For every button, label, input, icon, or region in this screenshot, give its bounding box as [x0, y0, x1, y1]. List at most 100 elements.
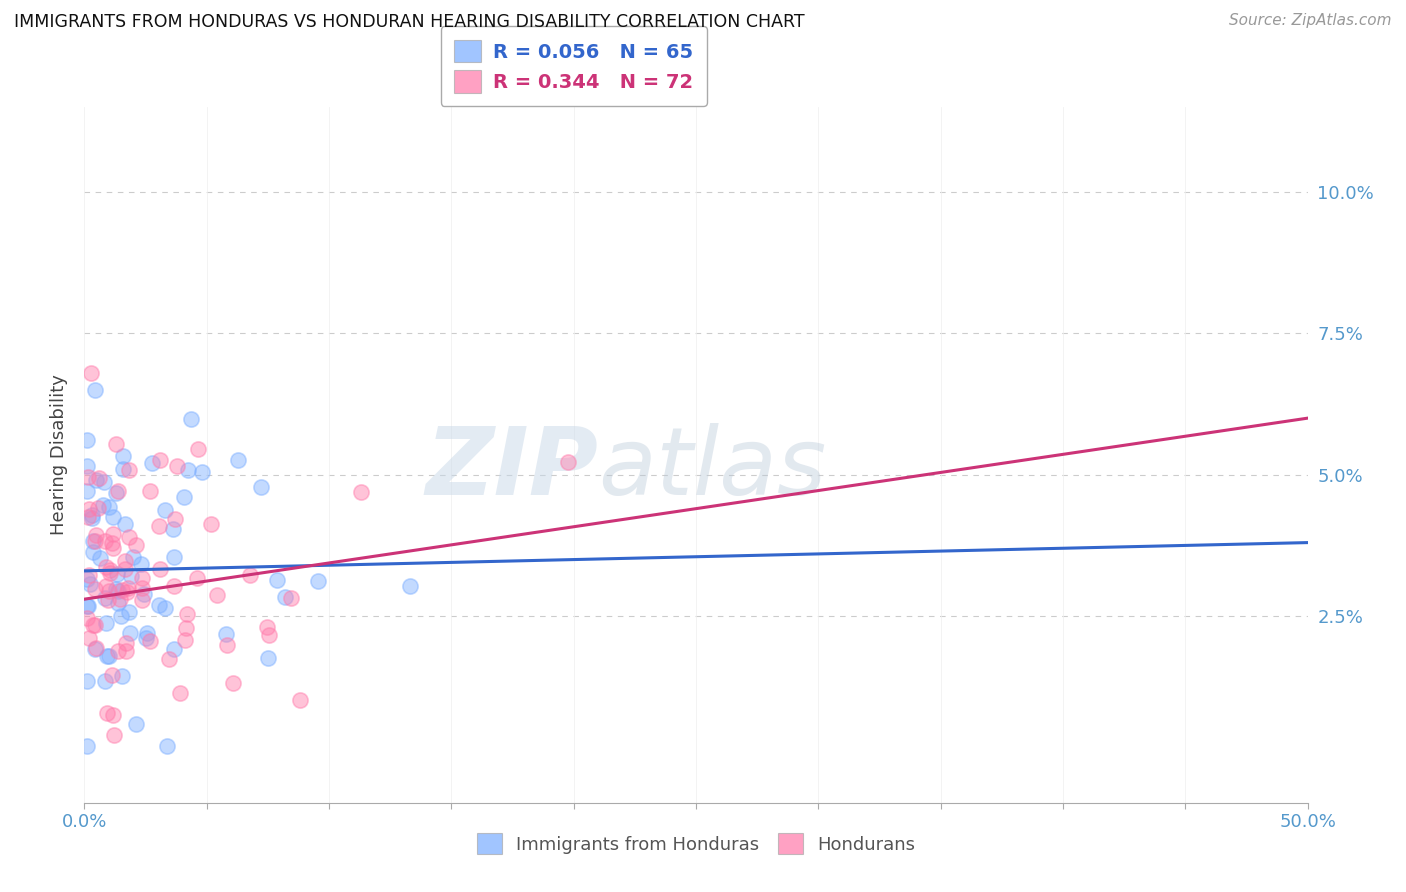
Point	[117, 581, 139, 595]
Point	[166, 458, 188, 473]
Point	[131, 581, 153, 595]
Point	[104, 582, 127, 596]
Point	[96, 560, 118, 574]
Point	[111, 668, 134, 682]
Point	[307, 574, 329, 589]
Point	[350, 485, 373, 500]
Point	[84, 582, 107, 596]
Point	[76, 459, 98, 474]
Text: Source: ZipAtlas.com: Source: ZipAtlas.com	[1229, 13, 1392, 29]
Point	[76, 611, 98, 625]
Point	[84, 533, 107, 548]
Point	[94, 591, 117, 606]
Point	[557, 455, 579, 469]
Point	[148, 599, 170, 613]
Point	[97, 584, 120, 599]
Point	[100, 536, 122, 550]
Point	[107, 583, 129, 598]
Point	[86, 640, 108, 655]
Point	[162, 550, 184, 565]
Point	[110, 608, 132, 623]
Point	[76, 433, 98, 447]
Point	[76, 572, 98, 586]
Point	[105, 566, 128, 581]
Point	[89, 551, 111, 566]
Point	[80, 508, 103, 523]
Point	[174, 632, 197, 647]
Point	[77, 469, 100, 483]
Point	[98, 563, 121, 577]
Point	[108, 591, 131, 606]
Point	[162, 522, 184, 536]
Point	[80, 366, 103, 380]
Point	[97, 593, 120, 607]
Point	[97, 648, 120, 663]
Point	[136, 625, 159, 640]
Point	[117, 584, 139, 599]
Point	[94, 674, 117, 689]
Point	[98, 500, 121, 515]
Point	[131, 557, 153, 571]
Point	[79, 502, 101, 516]
Point	[83, 618, 105, 632]
Point	[114, 562, 136, 576]
Point	[290, 693, 312, 707]
Point	[107, 596, 129, 610]
Point	[80, 511, 103, 525]
Point	[77, 631, 100, 645]
Point	[118, 605, 141, 619]
Point	[118, 463, 141, 477]
Point	[180, 412, 202, 426]
Point	[226, 453, 249, 467]
Point	[96, 706, 118, 721]
Point	[82, 534, 104, 549]
Point	[135, 631, 157, 645]
Point	[190, 465, 212, 479]
Point	[149, 562, 172, 576]
Point	[82, 545, 104, 559]
Point	[153, 601, 176, 615]
Point	[103, 728, 125, 742]
Point	[79, 577, 101, 591]
Point	[105, 437, 128, 451]
Point	[83, 383, 105, 397]
Point	[101, 708, 124, 723]
Point	[76, 739, 98, 754]
Point	[101, 510, 124, 524]
Text: IMMIGRANTS FROM HONDURAS VS HONDURAN HEARING DISABILITY CORRELATION CHART: IMMIGRANTS FROM HONDURAS VS HONDURAN HEA…	[14, 13, 804, 31]
Point	[76, 599, 98, 613]
Point	[131, 571, 153, 585]
Point	[169, 686, 191, 700]
Point	[96, 648, 118, 663]
Point	[76, 599, 98, 613]
Point	[77, 510, 100, 524]
Text: atlas: atlas	[598, 424, 827, 515]
Text: ZIP: ZIP	[425, 423, 598, 515]
Point	[114, 516, 136, 531]
Point	[76, 674, 98, 689]
Point	[84, 642, 107, 657]
Point	[125, 538, 148, 552]
Point	[280, 591, 302, 605]
Point	[87, 470, 110, 484]
Point	[176, 607, 198, 621]
Point	[149, 453, 172, 467]
Point	[94, 579, 117, 593]
Point	[207, 588, 229, 602]
Point	[84, 527, 107, 541]
Point	[93, 475, 115, 489]
Point	[107, 644, 129, 658]
Point	[177, 463, 200, 477]
Point	[114, 554, 136, 568]
Point	[163, 641, 186, 656]
Point	[134, 587, 156, 601]
Point	[266, 574, 288, 588]
Point	[122, 549, 145, 564]
Point	[256, 620, 278, 634]
Point	[274, 590, 297, 604]
Point	[76, 483, 98, 498]
Point	[138, 483, 160, 498]
Point	[217, 638, 239, 652]
Point	[117, 530, 139, 544]
Point	[165, 512, 187, 526]
